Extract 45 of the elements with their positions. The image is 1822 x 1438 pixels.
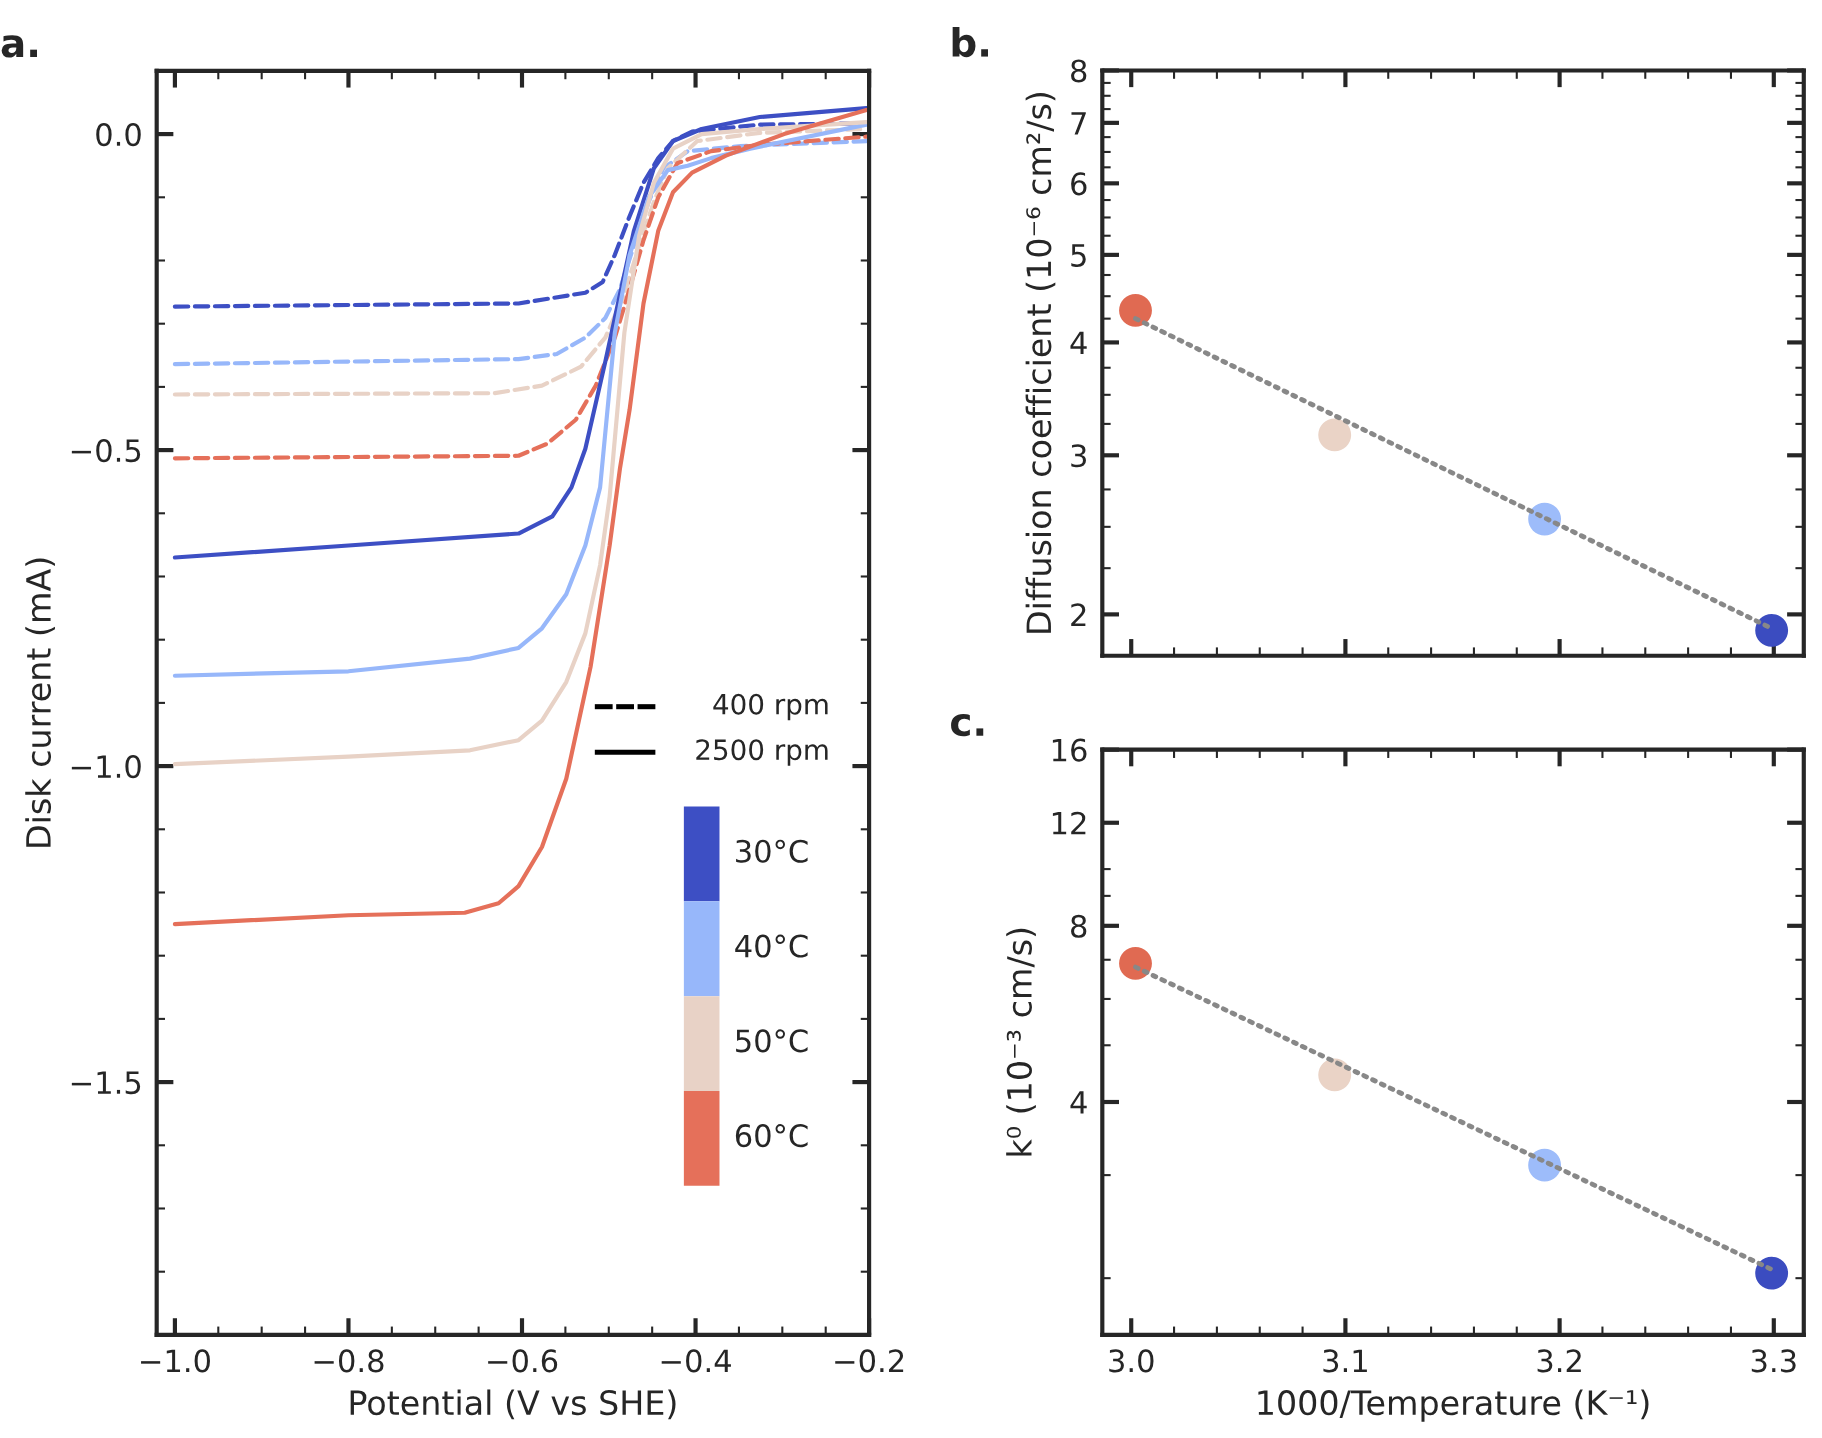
y-axis-title: Diffusion coefficient (10⁻⁶ cm²/s) <box>1025 93 1056 633</box>
chart-title: c. <box>951 713 984 737</box>
point <box>1119 293 1152 327</box>
y-tick-label: 12 <box>1052 811 1086 835</box>
x-tick-label: −0.2 <box>835 1349 904 1373</box>
y-tick-label: 3 <box>1071 444 1086 468</box>
chart-title: b. <box>952 27 989 58</box>
annotation: 2500 rpm <box>696 739 828 766</box>
annotation: 50°C <box>736 1029 808 1053</box>
x-tick-label: −0.8 <box>314 1349 384 1373</box>
y-tick-label: 4 <box>1070 331 1087 355</box>
x-tick-label: −1.0 <box>141 1349 210 1373</box>
y-tick-label: 6 <box>1071 172 1087 196</box>
annotation: 30°C <box>736 839 808 863</box>
point <box>1755 613 1789 647</box>
x-tick-label: −0.4 <box>661 1349 731 1373</box>
x-tick-label: 3.2 <box>1537 1349 1581 1373</box>
point <box>1755 1256 1789 1290</box>
annotation: 400 rpm <box>713 693 828 721</box>
line-series <box>172 107 869 927</box>
x-axis-title: 1000/Temperature (K⁻¹) <box>1258 1389 1649 1422</box>
chart-title: a. <box>1 35 38 58</box>
x-tick-label: 3.1 <box>1323 1349 1367 1373</box>
annotation: 60°C <box>735 1124 808 1148</box>
x-axis-title: Potential (V vs SHE) <box>350 1389 676 1420</box>
y-tick-label: 0.0 <box>96 123 141 147</box>
y-tick-label: 2 <box>1071 603 1086 626</box>
point <box>1318 418 1352 452</box>
y-tick-label: 16 <box>1052 738 1087 762</box>
y-tick-label: −1.5 <box>71 1071 141 1095</box>
y-axis-title: k⁰ (10⁻³ cm/s) <box>1006 928 1036 1156</box>
x-tick-label: 3.0 <box>1109 1349 1154 1373</box>
y-axis-title: Disk current (mA) <box>25 558 55 847</box>
y-tick-label: 4 <box>1070 1091 1087 1114</box>
y-tick-label: 8 <box>1071 59 1087 83</box>
x-tick-label: 3.3 <box>1751 1349 1796 1373</box>
x-tick-label: −0.6 <box>488 1349 558 1373</box>
y-tick-label: −1.0 <box>71 755 141 779</box>
point <box>1119 946 1152 980</box>
annotation: 40°C <box>735 934 808 958</box>
y-tick-label: 8 <box>1071 914 1087 938</box>
y-tick-label: −0.5 <box>71 439 141 463</box>
y-tick-label: 5 <box>1071 244 1086 267</box>
y-tick-label: 7 <box>1071 112 1086 135</box>
line-series <box>172 106 869 560</box>
